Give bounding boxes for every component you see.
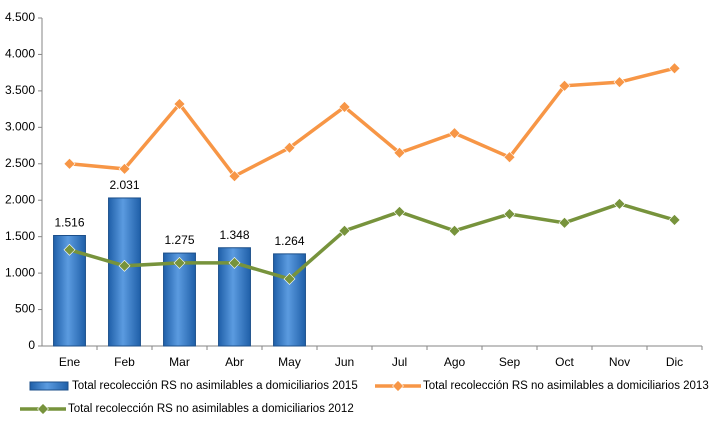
legend-label: Total recolección RS no asimilables a do… [423, 380, 709, 392]
y-tick-label: 1.500 [5, 229, 35, 243]
x-tick-label: Jul [392, 355, 407, 369]
data-label: 1.275 [164, 233, 194, 247]
marker [668, 62, 681, 75]
x-tick-label: Mar [169, 355, 190, 369]
x-tick-label: Ago [444, 355, 466, 369]
marker [503, 208, 516, 220]
marker [393, 205, 406, 218]
marker [613, 76, 626, 89]
y-tick-label: 3.000 [5, 120, 35, 134]
marker [118, 259, 131, 272]
marker [448, 127, 461, 140]
legend-label: Total recolección RS no asimilables a do… [68, 403, 354, 415]
line [69, 202, 675, 281]
y-tick-label: 2.000 [5, 192, 35, 206]
marker [338, 100, 351, 113]
line [69, 66, 675, 179]
marker [558, 216, 571, 229]
marker [558, 79, 571, 92]
x-tick-label: Feb [114, 355, 135, 369]
data-label: 1.264 [274, 234, 304, 248]
y-tick-label: 1.000 [5, 265, 35, 279]
y-tick-label: 4.500 [5, 10, 35, 24]
y-tick-label: 500 [15, 302, 35, 316]
x-tick-label: Nov [609, 355, 630, 369]
marker [118, 162, 131, 175]
legend-label: Total recolección RS no asimilables a do… [72, 380, 358, 392]
x-tick-label: Abr [225, 355, 244, 369]
data-label: 1.348 [219, 228, 249, 242]
marker [228, 256, 241, 269]
legend-swatch [29, 381, 69, 391]
marker [283, 273, 296, 285]
x-tick-label: Oct [555, 355, 574, 369]
x-tick-label: May [278, 355, 301, 369]
legend-swatch [37, 403, 49, 415]
bar [108, 197, 141, 347]
marker [338, 224, 351, 237]
marker [63, 157, 76, 170]
y-tick-label: 4.000 [5, 47, 35, 61]
x-tick-label: Ene [59, 355, 81, 369]
marker [63, 243, 76, 256]
marker [173, 256, 186, 269]
marker [503, 151, 516, 164]
marker [393, 146, 406, 159]
data-label: 1.516 [54, 216, 84, 230]
x-tick-label: Jun [335, 355, 354, 369]
marker [448, 224, 461, 237]
marker [173, 98, 186, 110]
marker [228, 170, 241, 183]
marker [283, 141, 296, 154]
x-tick-label: Dic [666, 355, 683, 369]
marker [613, 197, 626, 210]
y-tick-label: 0 [28, 338, 35, 352]
legend-swatch [392, 380, 404, 392]
x-tick-label: Sep [499, 355, 521, 369]
y-tick-label: 3.500 [5, 83, 35, 97]
data-label: 2.031 [109, 178, 139, 192]
marker [668, 213, 681, 226]
y-tick-label: 2.500 [5, 156, 35, 170]
